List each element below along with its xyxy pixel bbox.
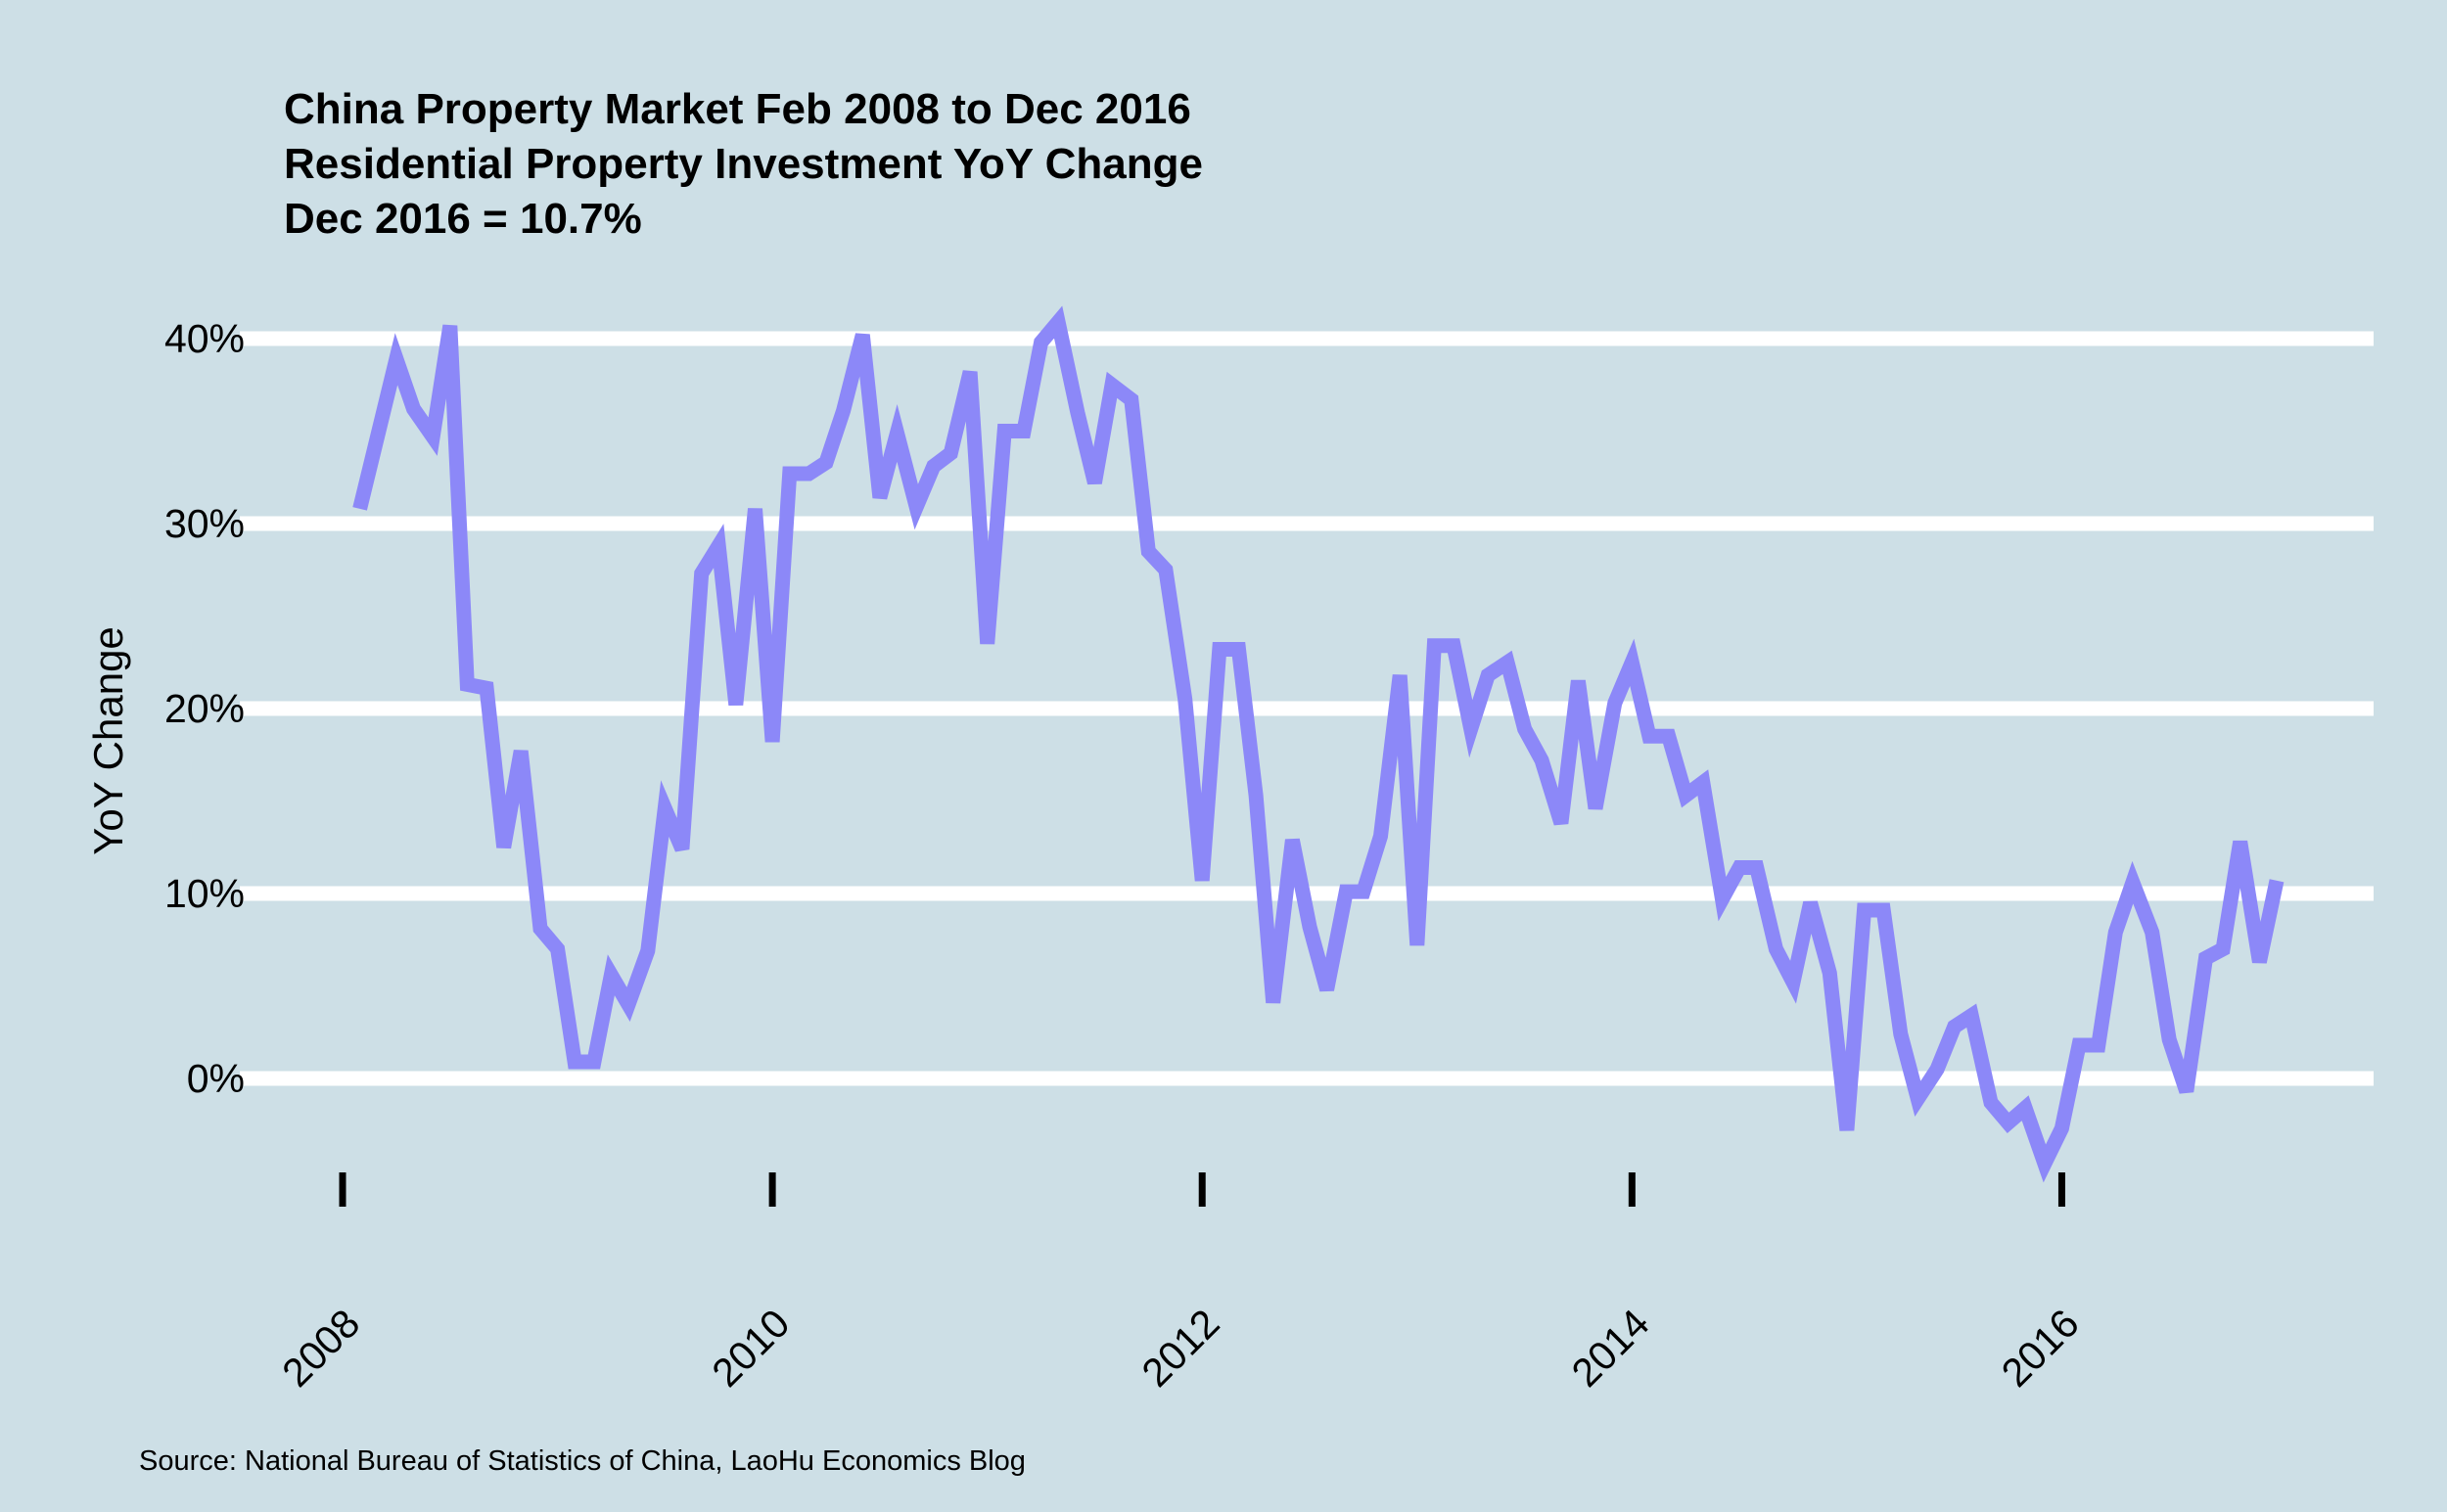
y-tick-label: 10% <box>164 871 245 916</box>
x-tick-label: 2016 <box>1993 1301 2088 1396</box>
y-tick-label: 0% <box>187 1056 245 1101</box>
y-axis-ticks: 0% 10% 20% 30% 40% <box>164 316 245 1101</box>
y-axis-title: YoY Change <box>85 626 131 855</box>
title-line-3: Dec 2016 = 10.7% <box>284 195 642 243</box>
series-line <box>352 305 2285 1183</box>
title-line-1: China Property Market Feb 2008 to Dec 20… <box>284 85 1191 133</box>
title-line-2: Residential Property Investment YoY Chan… <box>284 140 1203 188</box>
y-tick-label: 40% <box>164 316 245 361</box>
x-tick-label: 2014 <box>1563 1301 1658 1396</box>
x-tick-label: 2010 <box>703 1301 798 1396</box>
x-tick-label: 2008 <box>273 1301 368 1396</box>
x-tick-label: 2012 <box>1133 1301 1228 1396</box>
y-tick-label: 20% <box>164 686 245 731</box>
source-caption: Source: National Bureau of Statistics of… <box>139 1445 1026 1477</box>
series-layer <box>352 305 2285 1183</box>
y-tick-label: 30% <box>164 501 245 546</box>
gridlines <box>240 331 2374 1086</box>
x-axis-ticks: 2008 2010 2012 2014 2016 <box>273 1172 2088 1396</box>
chart-title: China Property Market Feb 2008 to Dec 20… <box>284 85 1203 243</box>
